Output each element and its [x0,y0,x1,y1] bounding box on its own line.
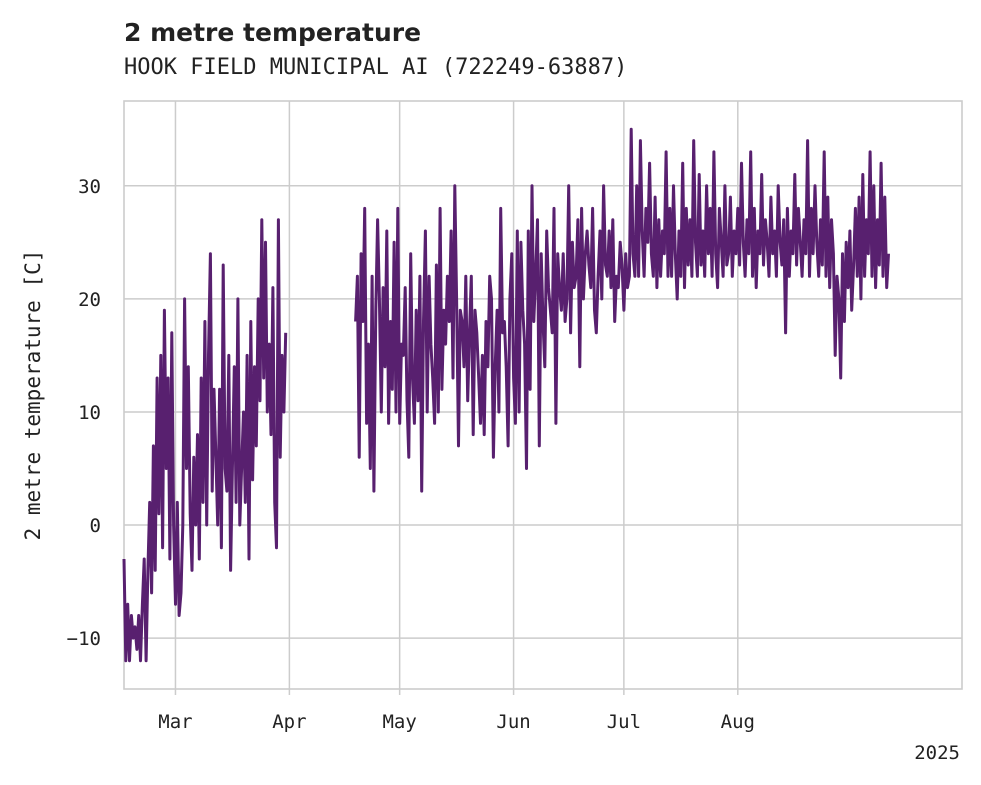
temperature-line-segment [354,127,890,493]
y-tick-label: 20 [78,289,101,311]
chart-title: 2 metre temperature [124,18,421,47]
temperature-line-segment [122,218,288,663]
y-tick-label: −10 [67,628,101,650]
plot-frame [123,100,963,690]
x-axis-year-label: 2025 [914,742,960,764]
x-tick-label: Mar [158,711,192,733]
x-tick-label: Jul [607,711,641,733]
chart-subtitle: HOOK FIELD MUNICIPAL AI (722249-63887) [124,55,627,80]
y-axis-ticks: −10 0 10 20 30 [67,176,101,650]
grid-lines [124,101,962,689]
x-tick-label: Jun [496,711,530,733]
x-axis-ticks: Mar Apr May Jun Jul Aug [158,689,755,733]
y-axis-label: 2 metre temperature [C] [21,250,45,541]
y-tick-label: 10 [78,402,101,424]
x-tick-label: Apr [272,711,306,733]
y-tick-label: 30 [78,176,101,198]
series-layer [122,127,890,663]
x-tick-label: Aug [721,711,755,733]
x-tick-label: May [382,711,416,733]
y-tick-label: 0 [90,515,101,537]
